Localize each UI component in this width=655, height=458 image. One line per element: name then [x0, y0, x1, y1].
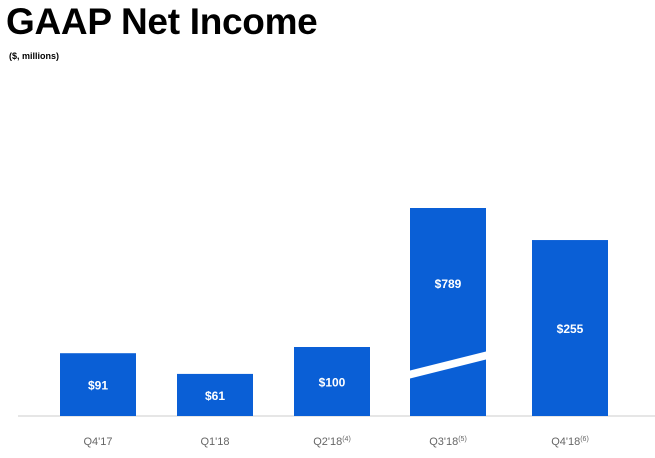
x-tick-label-q3-18: Q3'18(5)	[429, 436, 467, 448]
bar-value-label-q2-18: $100	[319, 376, 346, 390]
bar-value-label-q4-17: $91	[88, 379, 108, 393]
x-tick-text-q1-18: Q1'18	[200, 436, 229, 448]
x-tick-text-q4-18: Q4'18	[551, 436, 580, 448]
bar-labels-group: $91 $61 $100 $789 $255	[88, 277, 584, 403]
x-tick-labels-group: Q4'17 Q1'18 Q2'18(4) Q3'18(5) Q4'18(6)	[83, 436, 588, 448]
bar-value-label-q3-18: $789	[435, 277, 462, 291]
bar-q3-18	[410, 208, 486, 416]
x-tick-footnote-q3-18: (5)	[458, 436, 467, 443]
x-tick-footnote-q4-18: (6)	[580, 436, 589, 443]
x-tick-text-q4-17: Q4'17	[83, 436, 112, 448]
bar-value-label-q4-18: $255	[557, 322, 584, 336]
x-tick-label-q2-18: Q2'18(4)	[313, 436, 351, 448]
bar-value-label-q1-18: $61	[205, 389, 225, 403]
chart-subtitle: ($, millions)	[9, 51, 60, 61]
bars-group	[60, 208, 608, 416]
axis-break-mark	[404, 350, 492, 380]
bar-q1-18	[177, 373, 253, 416]
x-tick-label-q4-17: Q4'17	[83, 436, 112, 448]
x-tick-footnote-q2-18: (4)	[342, 436, 351, 443]
bar-q4-17	[60, 353, 136, 416]
x-tick-text-q3-18: Q3'18	[429, 436, 458, 448]
x-tick-label-q4-18: Q4'18(6)	[551, 436, 589, 448]
bar-q2-18	[294, 347, 370, 416]
x-tick-text-q2-18: Q2'18	[313, 436, 342, 448]
chart-title: GAAP Net Income	[6, 1, 318, 42]
x-tick-label-q1-18: Q1'18	[200, 436, 229, 448]
bar-q4-18	[532, 240, 608, 416]
